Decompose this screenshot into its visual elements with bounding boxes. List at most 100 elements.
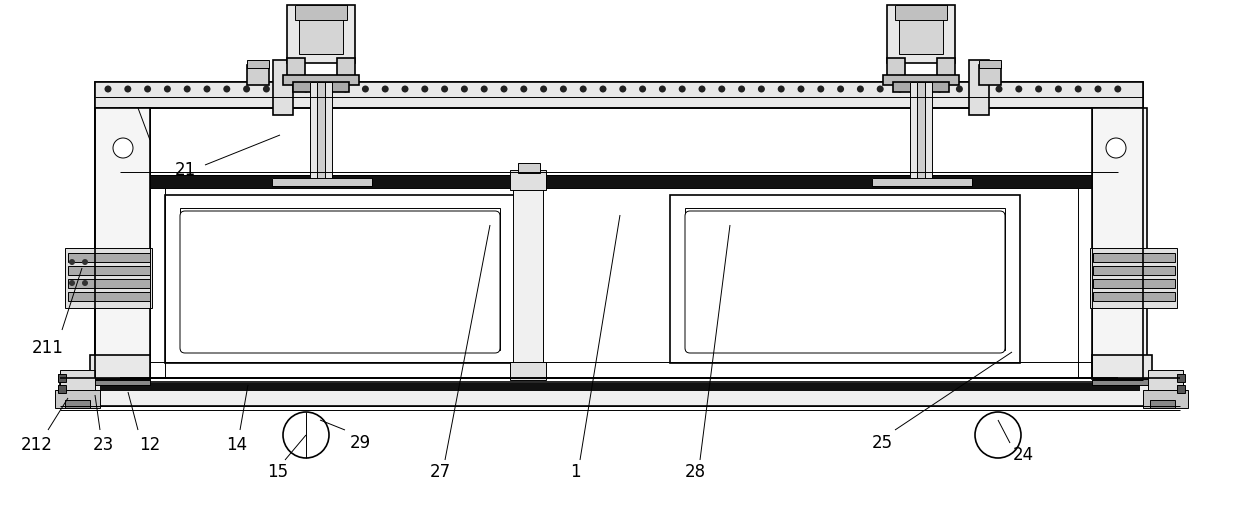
Bar [1150, 400, 1175, 408]
Circle shape [917, 86, 923, 93]
Bar [979, 60, 1001, 68]
Bar [1092, 108, 1147, 378]
Text: 1: 1 [570, 463, 580, 481]
Bar [510, 170, 546, 190]
Bar [165, 195, 515, 363]
Bar [247, 60, 269, 68]
Circle shape [600, 86, 607, 93]
Bar [1092, 108, 1147, 378]
Bar [1092, 379, 1152, 385]
Bar [1092, 355, 1152, 379]
Circle shape [282, 86, 290, 93]
Bar [68, 253, 150, 262]
Bar [287, 58, 305, 78]
Bar [1177, 385, 1184, 393]
Bar [900, 12, 943, 54]
Bar [1177, 374, 1184, 382]
Bar [55, 390, 100, 408]
Bar [95, 108, 150, 378]
Bar [909, 82, 932, 182]
Circle shape [124, 86, 131, 93]
Circle shape [263, 86, 270, 93]
Circle shape [322, 86, 330, 93]
Circle shape [342, 86, 349, 93]
Bar [273, 178, 372, 186]
Bar [273, 178, 372, 186]
Bar [68, 253, 150, 262]
Bar [310, 82, 332, 182]
Bar [1177, 374, 1184, 382]
Bar [64, 248, 152, 308]
Bar [909, 82, 932, 182]
Bar [247, 60, 269, 68]
Circle shape [520, 86, 528, 93]
Bar [90, 355, 150, 379]
Bar [282, 75, 359, 85]
Circle shape [659, 86, 665, 93]
Circle shape [897, 86, 903, 93]
Circle shape [421, 86, 429, 93]
Circle shape [699, 86, 705, 93]
Circle shape [481, 86, 488, 93]
Bar [1144, 390, 1188, 408]
Circle shape [164, 86, 171, 93]
Bar [68, 292, 150, 301]
Bar [295, 5, 347, 20]
Bar [273, 60, 292, 115]
Bar [299, 12, 343, 54]
Bar [887, 58, 904, 78]
Text: 15: 15 [268, 463, 289, 481]
Circle shape [302, 86, 310, 93]
Bar [55, 390, 100, 408]
Circle shape [937, 86, 943, 93]
Bar [887, 5, 955, 63]
Circle shape [957, 86, 963, 93]
Circle shape [1054, 86, 1062, 93]
Bar [893, 82, 949, 92]
Bar [337, 58, 356, 78]
Bar [1093, 266, 1175, 275]
Bar [90, 355, 150, 379]
Circle shape [639, 86, 646, 93]
Circle shape [461, 86, 468, 93]
Bar [1149, 370, 1183, 405]
Circle shape [441, 86, 449, 93]
Circle shape [1074, 86, 1082, 93]
Circle shape [1035, 86, 1042, 93]
Bar [59, 370, 95, 405]
Circle shape [69, 280, 76, 286]
Circle shape [620, 86, 626, 93]
Bar [1092, 379, 1152, 385]
Circle shape [104, 86, 112, 93]
Bar [872, 178, 973, 186]
Bar [895, 5, 947, 20]
Bar [58, 374, 66, 382]
Text: 212: 212 [21, 436, 53, 454]
Bar [58, 374, 66, 382]
Bar [1093, 266, 1175, 275]
Bar [1093, 253, 1175, 262]
Bar [95, 108, 150, 378]
Bar [95, 82, 1144, 382]
Bar [165, 195, 515, 363]
Bar [64, 400, 90, 408]
Bar [120, 175, 1118, 188]
Circle shape [362, 86, 369, 93]
Bar [310, 82, 332, 182]
Bar [1093, 292, 1175, 301]
Text: 29: 29 [349, 434, 370, 452]
Bar [1092, 355, 1152, 379]
Circle shape [679, 86, 685, 93]
Circle shape [778, 86, 784, 93]
Bar [1149, 370, 1183, 405]
Bar [969, 60, 989, 115]
Bar [59, 370, 95, 405]
Bar [287, 58, 305, 78]
Circle shape [540, 86, 548, 93]
Bar [895, 5, 947, 20]
Bar [68, 292, 150, 301]
Bar [1093, 279, 1175, 288]
Circle shape [203, 86, 211, 93]
Bar [337, 58, 356, 78]
Circle shape [560, 86, 567, 93]
